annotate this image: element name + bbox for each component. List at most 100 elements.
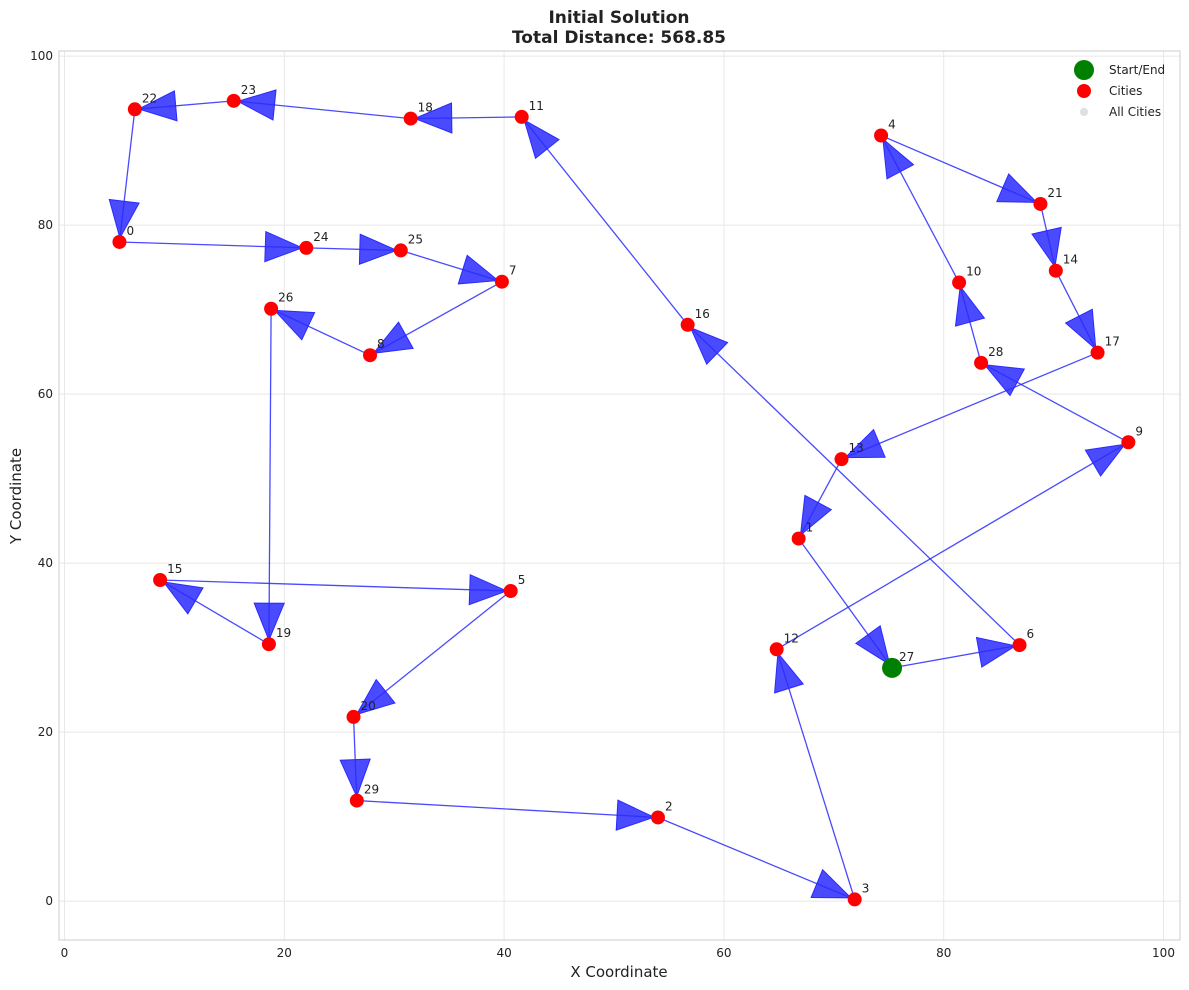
route-segment — [776, 649, 856, 900]
city-label: 19 — [276, 626, 291, 640]
route-arrow — [954, 285, 986, 327]
grid — [59, 51, 1180, 940]
city-marker — [874, 128, 889, 143]
city-marker — [1048, 263, 1063, 278]
route-arrow — [1031, 226, 1062, 269]
route-segment — [776, 441, 1129, 650]
city-label: 4 — [888, 118, 896, 132]
route-arrow — [162, 581, 204, 615]
city-label: 14 — [1063, 253, 1078, 267]
city-marker — [847, 892, 862, 907]
city-marker — [1033, 196, 1048, 211]
city-marker — [403, 111, 418, 126]
route-arrow — [137, 90, 178, 122]
route-arrow — [983, 364, 1026, 397]
city-label: 12 — [784, 631, 799, 645]
city-marker — [834, 452, 849, 467]
city-label: 7 — [509, 264, 517, 278]
route-arrow — [975, 636, 1017, 668]
route-segment — [268, 308, 272, 645]
city-label: 3 — [862, 881, 870, 895]
y-tick-label: 100 — [30, 49, 53, 63]
city-marker — [514, 109, 529, 124]
city-markers — [112, 93, 1136, 907]
city-label: 18 — [418, 101, 433, 115]
chart-title: Initial Solution — [548, 8, 689, 28]
y-tick-label: 0 — [45, 894, 53, 908]
y-tick-label: 40 — [38, 556, 53, 570]
city-label: 21 — [1047, 186, 1062, 200]
route-arrow — [855, 625, 891, 666]
city-label: 0 — [126, 224, 134, 238]
city-label: 26 — [278, 291, 293, 305]
route-arrow — [689, 326, 729, 365]
city-label: 1 — [806, 521, 814, 535]
city-marker — [261, 637, 276, 652]
city-marker — [363, 348, 378, 363]
city-marker — [1090, 345, 1105, 360]
city-label: 29 — [364, 783, 379, 797]
plot-frame — [58, 50, 1181, 941]
city-label: 16 — [695, 307, 710, 321]
route-arrow — [615, 799, 656, 831]
city-marker — [769, 642, 784, 657]
legend-start-label: Start/End — [1109, 63, 1165, 77]
city-label: 5 — [518, 573, 526, 587]
city-label: 11 — [529, 99, 544, 113]
city-marker — [1012, 638, 1027, 653]
city-label: 2 — [665, 799, 673, 813]
legend-city-marker — [1077, 84, 1091, 98]
route-arrow — [996, 173, 1038, 203]
route-segment — [841, 352, 1098, 460]
route-arrow — [882, 137, 915, 180]
city-label: 23 — [241, 83, 256, 97]
city-marker — [1121, 435, 1136, 450]
city-marker — [299, 240, 314, 255]
city-label: 27 — [899, 650, 914, 664]
city-label: 13 — [849, 441, 864, 455]
city-marker — [974, 355, 989, 370]
route-segment — [160, 579, 511, 592]
route-segment — [521, 116, 689, 326]
city-marker — [346, 709, 361, 724]
x-tick-label: 60 — [716, 946, 731, 960]
route-arrow — [774, 651, 805, 694]
city-marker — [650, 810, 665, 825]
city-label: 8 — [377, 337, 385, 351]
city-label: 20 — [361, 699, 376, 713]
route-arrow — [843, 428, 886, 459]
y-tick-label: 60 — [38, 387, 53, 401]
city-label: 25 — [408, 232, 423, 246]
route-arrow — [1064, 308, 1097, 351]
legend-all-cities-label: All Cities — [1109, 105, 1161, 119]
x-tick-label: 20 — [277, 946, 292, 960]
city-marker — [494, 274, 509, 289]
route-arrow — [108, 198, 140, 240]
city-marker — [791, 531, 806, 546]
x-tick-label: 100 — [1152, 946, 1175, 960]
route-arrow — [339, 758, 371, 798]
route-arrow — [372, 321, 414, 354]
route-arrow — [413, 102, 453, 134]
route-arrow — [358, 233, 399, 266]
route-arrow — [264, 230, 304, 263]
city-label: 22 — [142, 91, 157, 105]
city-marker — [349, 793, 364, 808]
y-axis-label: Y Coordinate — [7, 448, 25, 545]
city-label: 24 — [313, 230, 328, 244]
route-arrow — [273, 309, 316, 341]
city-marker — [264, 301, 279, 316]
route-arrow — [253, 602, 285, 642]
city-label: 15 — [167, 562, 182, 576]
x-tick-label: 40 — [496, 946, 511, 960]
city-label: 10 — [966, 265, 981, 279]
route-arrow — [799, 494, 833, 537]
city-marker — [952, 275, 967, 290]
city-label: 17 — [1105, 335, 1120, 349]
legend-city-label: Cities — [1109, 84, 1142, 98]
x-tick-label: 0 — [61, 946, 69, 960]
city-marker — [153, 573, 168, 588]
legend: Start/End Cities All Cities — [1074, 60, 1165, 119]
